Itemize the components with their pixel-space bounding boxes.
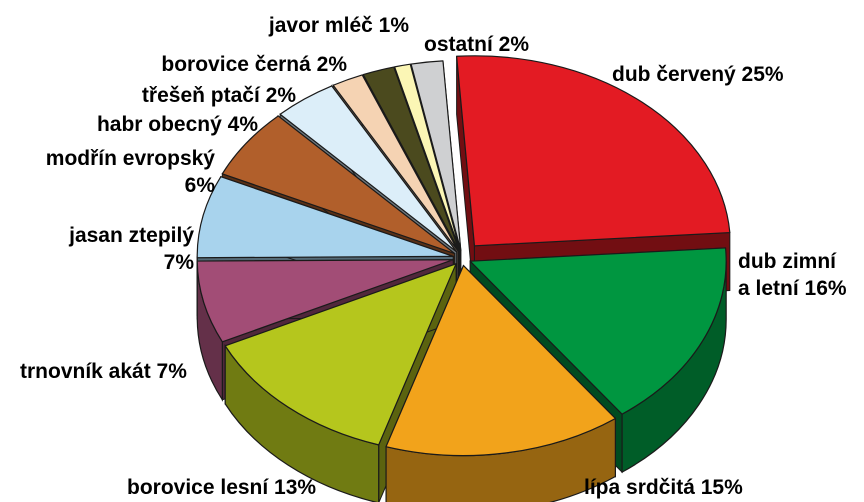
slice-label: modřín evropský bbox=[46, 147, 216, 170]
slice-label: javor mléč 1% bbox=[268, 14, 409, 37]
pie-slice bbox=[279, 85, 458, 253]
pie-slice bbox=[469, 247, 727, 415]
slice-label: habr obecný 4% bbox=[97, 113, 258, 136]
pie-slice bbox=[221, 115, 456, 255]
slice-label: dub zimní bbox=[738, 250, 837, 273]
slice-label: borovice černá 2% bbox=[161, 53, 347, 76]
slice-tops bbox=[196, 55, 731, 457]
pie-slice bbox=[196, 259, 454, 343]
slice-label: jasan ztepilý bbox=[68, 224, 194, 247]
slice-label: borovice lesní 13% bbox=[127, 476, 316, 499]
pie-slice bbox=[362, 66, 460, 252]
slice-label: trnovník akát 7% bbox=[20, 360, 187, 383]
pie-slice bbox=[410, 60, 462, 252]
slice-label: 7% bbox=[164, 251, 195, 274]
slice-label: a letní 16% bbox=[738, 277, 847, 300]
pie-slice bbox=[224, 263, 457, 446]
slice-label: ostatní 2% bbox=[424, 33, 529, 56]
slice-label: třešeň ptačí 2% bbox=[142, 84, 296, 107]
pie-slice bbox=[332, 74, 459, 252]
slice-labels: dub červený 25% dub zimní a letní 16% lípa … bbox=[20, 14, 847, 499]
pie-slice bbox=[196, 176, 454, 259]
pie-slice bbox=[385, 264, 616, 457]
pie-slice bbox=[456, 55, 731, 247]
slice-label: 6% bbox=[185, 174, 216, 197]
slice-label: lípa srdčitá 15% bbox=[584, 476, 743, 499]
pie-slice bbox=[393, 63, 461, 252]
slice-label: dub červený 25% bbox=[612, 63, 784, 86]
